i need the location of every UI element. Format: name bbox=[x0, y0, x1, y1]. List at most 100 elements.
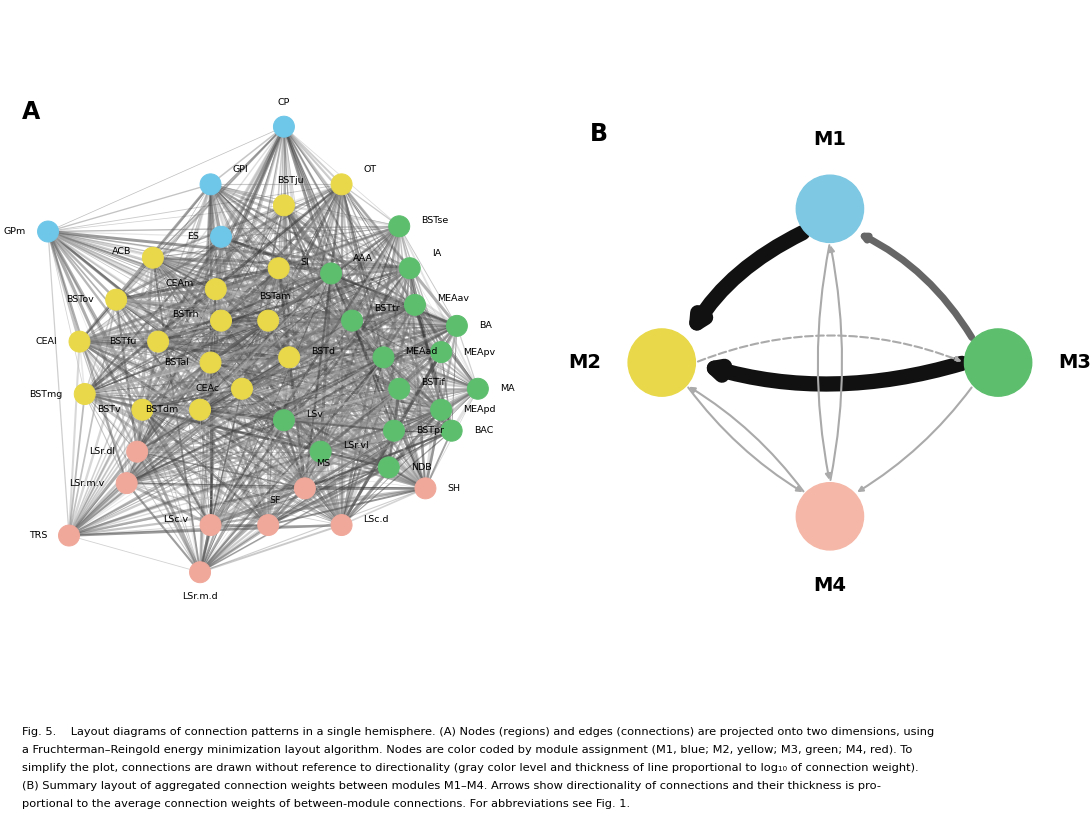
Text: B: B bbox=[590, 122, 607, 147]
Text: BSTmg: BSTmg bbox=[29, 390, 62, 399]
Circle shape bbox=[147, 331, 168, 352]
Text: CEAl: CEAl bbox=[36, 337, 58, 346]
Circle shape bbox=[447, 316, 467, 336]
Text: MEApv: MEApv bbox=[463, 348, 496, 357]
Text: BAC: BAC bbox=[474, 426, 494, 435]
Text: simplify the plot, connections are drawn without reference to directionality (gr: simplify the plot, connections are drawn… bbox=[22, 763, 918, 773]
Circle shape bbox=[273, 410, 295, 431]
Circle shape bbox=[69, 331, 90, 352]
Circle shape bbox=[142, 247, 164, 268]
Text: CEAm: CEAm bbox=[166, 279, 193, 288]
Text: LSr.dl: LSr.dl bbox=[90, 447, 115, 456]
Text: M1: M1 bbox=[814, 129, 846, 149]
Text: BSTd: BSTd bbox=[311, 347, 335, 356]
Text: portional to the average connection weights of between-module connections. For a: portional to the average connection weig… bbox=[22, 799, 630, 809]
Text: BSTtr: BSTtr bbox=[375, 304, 400, 312]
Circle shape bbox=[269, 258, 289, 279]
Text: MA: MA bbox=[500, 384, 514, 393]
FancyArrowPatch shape bbox=[697, 232, 803, 323]
Circle shape bbox=[190, 562, 211, 583]
Circle shape bbox=[200, 174, 221, 194]
Circle shape bbox=[232, 378, 252, 400]
Text: M4: M4 bbox=[814, 576, 846, 596]
Text: LSr.m.d: LSr.m.d bbox=[182, 592, 218, 602]
Circle shape bbox=[200, 514, 221, 536]
FancyArrowPatch shape bbox=[688, 387, 800, 491]
Text: NDB: NDB bbox=[411, 463, 431, 472]
Text: BSTse: BSTse bbox=[422, 216, 449, 225]
Circle shape bbox=[430, 400, 452, 420]
Circle shape bbox=[310, 441, 331, 462]
Circle shape bbox=[278, 347, 299, 368]
FancyArrowPatch shape bbox=[818, 246, 830, 478]
Text: LSc.v: LSc.v bbox=[164, 514, 189, 523]
Circle shape bbox=[404, 294, 426, 316]
Text: MEAad: MEAad bbox=[405, 347, 438, 356]
Text: LSr.m.v: LSr.m.v bbox=[70, 479, 105, 488]
Circle shape bbox=[373, 347, 394, 368]
Text: MEAav: MEAav bbox=[437, 294, 468, 303]
Text: AAA: AAA bbox=[353, 255, 373, 264]
FancyArrowPatch shape bbox=[714, 363, 962, 384]
Text: BSTdm: BSTdm bbox=[145, 405, 178, 414]
Text: (B) Summary layout of aggregated connection weights between modules M1–M4. Arrow: (B) Summary layout of aggregated connect… bbox=[22, 781, 881, 791]
Circle shape bbox=[200, 352, 221, 373]
Circle shape bbox=[378, 457, 400, 478]
Circle shape bbox=[59, 525, 80, 546]
FancyArrowPatch shape bbox=[864, 236, 972, 338]
Text: M2: M2 bbox=[569, 353, 602, 372]
Circle shape bbox=[258, 514, 278, 536]
Text: ES: ES bbox=[187, 232, 199, 241]
Text: CEAc: CEAc bbox=[195, 384, 219, 393]
Circle shape bbox=[964, 329, 1032, 396]
Circle shape bbox=[796, 483, 864, 550]
Text: IA: IA bbox=[431, 249, 441, 258]
Text: A: A bbox=[22, 101, 40, 124]
Text: LSr.vl: LSr.vl bbox=[343, 441, 368, 450]
Text: BSTv: BSTv bbox=[97, 405, 120, 414]
Circle shape bbox=[400, 258, 420, 279]
Circle shape bbox=[37, 221, 59, 242]
Circle shape bbox=[331, 514, 352, 536]
Text: Fig. 5.    Layout diagrams of connection patterns in a single hemisphere. (A) No: Fig. 5. Layout diagrams of connection pa… bbox=[22, 727, 934, 737]
Text: MS: MS bbox=[316, 460, 330, 468]
FancyArrowPatch shape bbox=[698, 335, 960, 362]
FancyArrowPatch shape bbox=[830, 247, 842, 480]
Circle shape bbox=[331, 174, 352, 194]
Text: BSTfu: BSTfu bbox=[109, 337, 136, 346]
Circle shape bbox=[342, 310, 363, 331]
Text: M3: M3 bbox=[1058, 353, 1091, 372]
Circle shape bbox=[389, 378, 410, 400]
Text: SF: SF bbox=[269, 496, 281, 505]
Text: BSTal: BSTal bbox=[164, 358, 189, 367]
Text: GPm: GPm bbox=[3, 227, 26, 236]
Circle shape bbox=[205, 279, 226, 300]
Circle shape bbox=[441, 420, 462, 441]
Text: ACB: ACB bbox=[111, 247, 131, 256]
Circle shape bbox=[295, 478, 316, 499]
Circle shape bbox=[106, 289, 127, 310]
Circle shape bbox=[383, 420, 404, 441]
Text: TRS: TRS bbox=[28, 531, 47, 540]
Circle shape bbox=[321, 263, 342, 284]
Circle shape bbox=[389, 216, 410, 236]
Text: BA: BA bbox=[479, 321, 491, 330]
Circle shape bbox=[132, 400, 153, 420]
Circle shape bbox=[116, 473, 138, 494]
Circle shape bbox=[628, 329, 696, 396]
FancyArrowPatch shape bbox=[691, 388, 804, 491]
Text: BSTov: BSTov bbox=[67, 295, 94, 304]
Circle shape bbox=[74, 383, 95, 405]
Circle shape bbox=[467, 378, 488, 400]
Circle shape bbox=[273, 116, 295, 137]
Circle shape bbox=[211, 227, 232, 247]
Text: a Fruchterman–Reingold energy minimization layout algorithm. Nodes are color cod: a Fruchterman–Reingold energy minimizati… bbox=[22, 745, 912, 755]
Circle shape bbox=[796, 176, 864, 242]
Circle shape bbox=[430, 342, 452, 363]
Text: MEApd: MEApd bbox=[463, 405, 496, 414]
Text: BSTam: BSTam bbox=[259, 292, 290, 301]
FancyArrowPatch shape bbox=[859, 387, 972, 491]
Text: OT: OT bbox=[364, 166, 377, 175]
Text: LSv: LSv bbox=[306, 410, 323, 419]
Text: BSTif: BSTif bbox=[422, 378, 446, 387]
